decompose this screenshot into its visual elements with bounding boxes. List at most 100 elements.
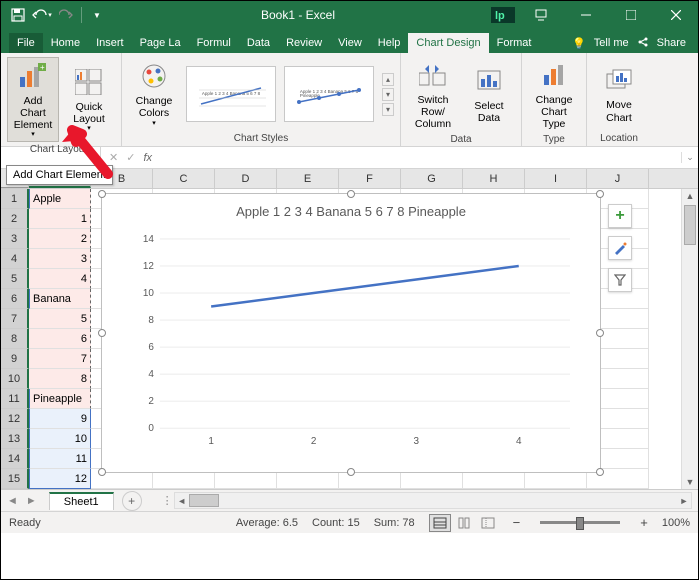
sheet-nav-next[interactable]: ►	[26, 495, 37, 507]
svg-text:4: 4	[148, 369, 154, 380]
row-header-10[interactable]: 10	[1, 369, 29, 389]
tellme-button[interactable]: Tell me	[590, 33, 633, 53]
col-header-F[interactable]: F	[339, 169, 401, 188]
chart-style-2[interactable]: Apple 1 2 3 4 Banana 5 6 7 8Pineapple	[284, 66, 374, 122]
row-header-7[interactable]: 7	[1, 309, 29, 329]
row-header-9[interactable]: 9	[1, 349, 29, 369]
zoom-slider[interactable]	[540, 521, 620, 524]
save-button[interactable]	[7, 4, 29, 26]
row-header-12[interactable]: 12	[1, 409, 29, 429]
change-chart-type-button[interactable]: Change Chart Type	[528, 57, 580, 132]
row-header-6[interactable]: 6	[1, 289, 29, 309]
cell-A1[interactable]: Apple	[29, 189, 91, 209]
col-header-J[interactable]: J	[587, 169, 649, 188]
add-chart-element-button[interactable]: + Add Chart Element ▾	[7, 57, 59, 142]
cell-A4[interactable]: 3	[29, 249, 91, 269]
tooltip: Add Chart Element	[6, 165, 113, 185]
col-header-C[interactable]: C	[153, 169, 215, 188]
tab-file[interactable]: File	[9, 33, 43, 53]
col-header-I[interactable]: I	[525, 169, 587, 188]
sheet-tab-sheet1[interactable]: Sheet1	[49, 492, 114, 510]
minimize-button[interactable]	[563, 1, 608, 29]
row-header-1[interactable]: 1	[1, 189, 29, 209]
row-header-4[interactable]: 4	[1, 249, 29, 269]
chart-title[interactable]: Apple 1 2 3 4 Banana 5 6 7 8 Pineapple	[102, 194, 600, 223]
cell-A12[interactable]: 9	[29, 409, 91, 429]
cell-A2[interactable]: 1	[29, 209, 91, 229]
accept-formula-icon[interactable]: ✓	[126, 151, 135, 164]
tab-view[interactable]: View	[330, 33, 370, 53]
ribbon-group-layouts: + Add Chart Element ▾ Quick Layout ▾ Cha…	[1, 53, 122, 146]
redo-button[interactable]	[55, 4, 77, 26]
row-header-11[interactable]: 11	[1, 389, 29, 409]
chart-filter-button[interactable]	[608, 268, 632, 292]
tab-formul[interactable]: Formul	[189, 33, 239, 53]
formula-expand[interactable]: ⌄	[681, 152, 698, 163]
tab-review[interactable]: Review	[278, 33, 330, 53]
tab-page-la[interactable]: Page La	[132, 33, 189, 53]
tab-format[interactable]: Format	[489, 33, 540, 53]
undo-button[interactable]: ▾	[31, 4, 53, 26]
horizontal-scrollbar[interactable]: ◄ ►	[174, 492, 692, 509]
col-header-H[interactable]: H	[463, 169, 525, 188]
cell-A8[interactable]: 6	[29, 329, 91, 349]
zoom-level[interactable]: 100%	[662, 517, 690, 529]
cell-A7[interactable]: 5	[29, 309, 91, 329]
share-button[interactable]: Share	[653, 33, 690, 53]
fx-icon[interactable]: fx	[143, 152, 152, 164]
select-data-button[interactable]: Select Data	[463, 63, 515, 126]
close-button[interactable]	[653, 1, 698, 29]
quick-layout-button[interactable]: Quick Layout ▾	[63, 64, 115, 135]
cancel-formula-icon[interactable]: ✕	[109, 151, 118, 164]
row-header-2[interactable]: 2	[1, 209, 29, 229]
row-header-3[interactable]: 3	[1, 229, 29, 249]
col-header-G[interactable]: G	[401, 169, 463, 188]
tab-chart-design[interactable]: Chart Design	[408, 33, 488, 53]
tab-data[interactable]: Data	[239, 33, 278, 53]
sheet-tab-bar: ◄ ► Sheet1 + ⋮ ◄ ►	[1, 489, 698, 511]
cell-A5[interactable]: 4	[29, 269, 91, 289]
tab-split[interactable]: ⋮	[162, 494, 168, 507]
col-header-E[interactable]: E	[277, 169, 339, 188]
tab-home[interactable]: Home	[43, 33, 88, 53]
row-header-8[interactable]: 8	[1, 329, 29, 349]
chart-elements-button[interactable]: +	[608, 204, 632, 228]
col-header-D[interactable]: D	[215, 169, 277, 188]
tab-help[interactable]: Help	[370, 33, 409, 53]
sheet-nav-prev[interactable]: ◄	[7, 495, 18, 507]
view-page-layout-button[interactable]	[453, 514, 475, 532]
row-header-13[interactable]: 13	[1, 429, 29, 449]
ribbon-options-button[interactable]	[518, 1, 563, 29]
cell-A10[interactable]: 8	[29, 369, 91, 389]
add-sheet-button[interactable]: +	[122, 491, 142, 511]
chart-style-1[interactable]: Apple 1 2 3 4 Banana 5 6 7 8	[186, 66, 276, 122]
cell-A3[interactable]: 2	[29, 229, 91, 249]
embedded-chart[interactable]: Apple 1 2 3 4 Banana 5 6 7 8 Pineapple 0…	[101, 193, 601, 473]
change-colors-button[interactable]: Change Colors ▾	[128, 58, 180, 129]
tab-insert[interactable]: Insert	[88, 33, 132, 53]
qat-customize[interactable]: ▼	[86, 4, 108, 26]
svg-text:2: 2	[311, 436, 317, 447]
zoom-in-button[interactable]: +	[640, 515, 648, 530]
cell-A15[interactable]: 12	[29, 469, 91, 489]
move-chart-button[interactable]: Move Chart	[593, 62, 645, 125]
chart-styles-button[interactable]	[608, 236, 632, 260]
cell-A14[interactable]: 11	[29, 449, 91, 469]
maximize-button[interactable]	[608, 1, 653, 29]
chart-styles-more[interactable]: ▴ ▾ ▾	[382, 73, 394, 116]
vertical-scrollbar[interactable]: ▲ ▼	[681, 189, 698, 489]
row-header-15[interactable]: 15	[1, 469, 29, 489]
svg-text:1: 1	[208, 436, 214, 447]
row-header-5[interactable]: 5	[1, 269, 29, 289]
cell-A13[interactable]: 10	[29, 429, 91, 449]
view-page-break-button[interactable]	[477, 514, 499, 532]
switch-row-column-button[interactable]: Switch Row/ Column	[407, 57, 459, 132]
cell-A9[interactable]: 7	[29, 349, 91, 369]
cell-A11[interactable]: Pineapple	[29, 389, 91, 409]
cell-A6[interactable]: Banana	[29, 289, 91, 309]
zoom-out-button[interactable]: −	[513, 515, 521, 530]
chart-plot-area[interactable]: 024681012141234	[132, 234, 580, 448]
view-normal-button[interactable]	[429, 514, 451, 532]
row-header-14[interactable]: 14	[1, 449, 29, 469]
worksheet-grid[interactable]: ABCDEFGHIJ 1Apple213243546Banana75869710…	[1, 169, 698, 489]
